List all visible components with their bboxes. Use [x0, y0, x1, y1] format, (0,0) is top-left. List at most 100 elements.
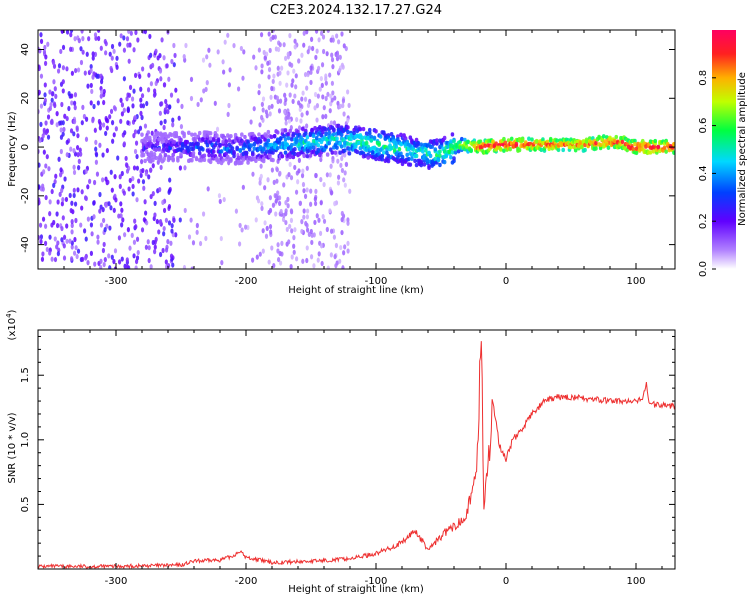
heatmap-cell [325, 226, 329, 233]
heatmap-cell [265, 225, 269, 231]
heatmap-y-tick-label: -40 [20, 236, 31, 252]
heatmap-cells [38, 30, 675, 269]
heatmap-cell [63, 113, 67, 119]
heatmap-cell [189, 217, 193, 223]
heatmap-cell [336, 52, 340, 59]
heatmap-cell [84, 136, 89, 142]
heatmap-cell [442, 135, 447, 141]
heatmap-cell [324, 95, 328, 102]
heatmap-cell [313, 126, 317, 131]
heatmap-cell [91, 51, 95, 57]
heatmap-cell [62, 234, 67, 240]
heatmap-cell [346, 89, 350, 95]
heatmap-cell [317, 217, 321, 223]
heatmap-cell [342, 111, 346, 117]
heatmap-cell [367, 130, 372, 136]
heatmap-cell [190, 158, 194, 163]
heatmap-cell [319, 176, 323, 183]
heatmap-cell [310, 127, 314, 133]
heatmap-cell [308, 98, 312, 104]
heatmap-cell [520, 138, 525, 143]
heatmap-cell [55, 111, 59, 117]
heatmap-cell [94, 139, 98, 145]
heatmap-cell [229, 157, 233, 162]
heatmap-cell [293, 44, 297, 50]
heatmap-cell [179, 123, 184, 130]
heatmap-cell [70, 256, 74, 262]
heatmap-cell [337, 67, 342, 74]
heatmap-cell [42, 149, 46, 155]
heatmap-cell [80, 30, 84, 34]
heatmap-cell [61, 65, 66, 71]
heatmap-cell [347, 151, 352, 156]
heatmap-cell [140, 132, 144, 137]
heatmap-cell [78, 147, 82, 153]
heatmap-cell [336, 158, 340, 164]
heatmap-cell [179, 137, 183, 142]
chart-title: C2E3.2024.132.17.27.G24 [270, 3, 442, 18]
heatmap-cell [48, 234, 52, 240]
heatmap-cell [54, 173, 58, 179]
heatmap-cell [272, 262, 276, 269]
heatmap-cell [125, 264, 129, 269]
heatmap-cell [313, 196, 317, 202]
heatmap-cell [326, 265, 330, 269]
heatmap-cell [283, 109, 287, 115]
heatmap-cell [261, 248, 265, 254]
heatmap-cell [167, 220, 172, 226]
heatmap-cell [210, 152, 214, 158]
heatmap-cell [56, 251, 60, 257]
heatmap-cell [285, 82, 289, 88]
heatmap-cell [172, 62, 176, 68]
heatmap-cell [309, 228, 313, 235]
heatmap-cell [262, 49, 266, 56]
heatmap-cell [321, 214, 325, 220]
heatmap-cell [141, 66, 145, 72]
heatmap-cell [236, 86, 241, 92]
heatmap-cell [53, 256, 58, 263]
heatmap-cell [334, 263, 338, 269]
heatmap-cell [292, 235, 296, 241]
heatmap-cell [580, 144, 584, 150]
heatmap-cell [131, 103, 135, 109]
heatmap-cell [301, 168, 305, 174]
heatmap-cell [163, 107, 167, 113]
heatmap-cell [337, 39, 341, 45]
heatmap-cell [152, 138, 157, 143]
heatmap-y-tick-label: -20 [20, 188, 31, 204]
heatmap-cell [258, 145, 263, 150]
heatmap-cell [115, 55, 119, 61]
heatmap-cell [81, 256, 85, 262]
heatmap-cell [45, 246, 49, 253]
heatmap-cell [112, 105, 117, 111]
heatmap-cell [149, 193, 153, 200]
heatmap-cell [202, 157, 207, 163]
heatmap-cell [52, 182, 56, 188]
heatmap-cell [259, 163, 263, 169]
heatmap-cell [260, 101, 264, 108]
heatmap-cell [503, 140, 508, 145]
heatmap-cell [208, 139, 213, 144]
heatmap-cell [494, 141, 498, 146]
heatmap-cell [120, 111, 124, 117]
heatmap-cell [74, 67, 78, 74]
heatmap-cell [183, 207, 187, 214]
heatmap-cell [90, 88, 94, 95]
heatmap-cell [199, 97, 203, 103]
heatmap-cell [73, 92, 78, 98]
heatmap-cell [303, 71, 308, 78]
heatmap-cell [145, 100, 149, 107]
heatmap-cell [414, 153, 419, 159]
heatmap-cell [290, 228, 294, 234]
heatmap-cell [284, 55, 288, 61]
heatmap-cell [55, 222, 60, 229]
heatmap-cell [161, 247, 165, 254]
heatmap-cell [264, 233, 269, 239]
heatmap-cell [288, 161, 292, 167]
heatmap-cell [352, 131, 356, 136]
heatmap-cell [63, 176, 67, 182]
heatmap-cell [346, 141, 350, 146]
heatmap-cell [332, 120, 337, 126]
heatmap-cell [79, 46, 83, 52]
heatmap-cell [55, 211, 59, 217]
